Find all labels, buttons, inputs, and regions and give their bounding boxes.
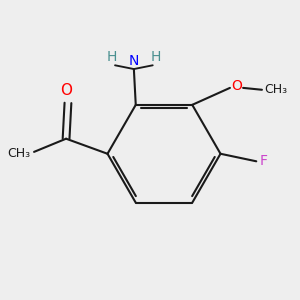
Text: O: O (231, 79, 242, 93)
Text: F: F (260, 154, 268, 168)
Text: O: O (60, 83, 72, 98)
Text: H: H (150, 50, 161, 64)
Text: CH₃: CH₃ (264, 83, 287, 96)
Text: CH₃: CH₃ (7, 147, 30, 160)
Text: H: H (107, 50, 117, 64)
Text: N: N (129, 53, 139, 68)
